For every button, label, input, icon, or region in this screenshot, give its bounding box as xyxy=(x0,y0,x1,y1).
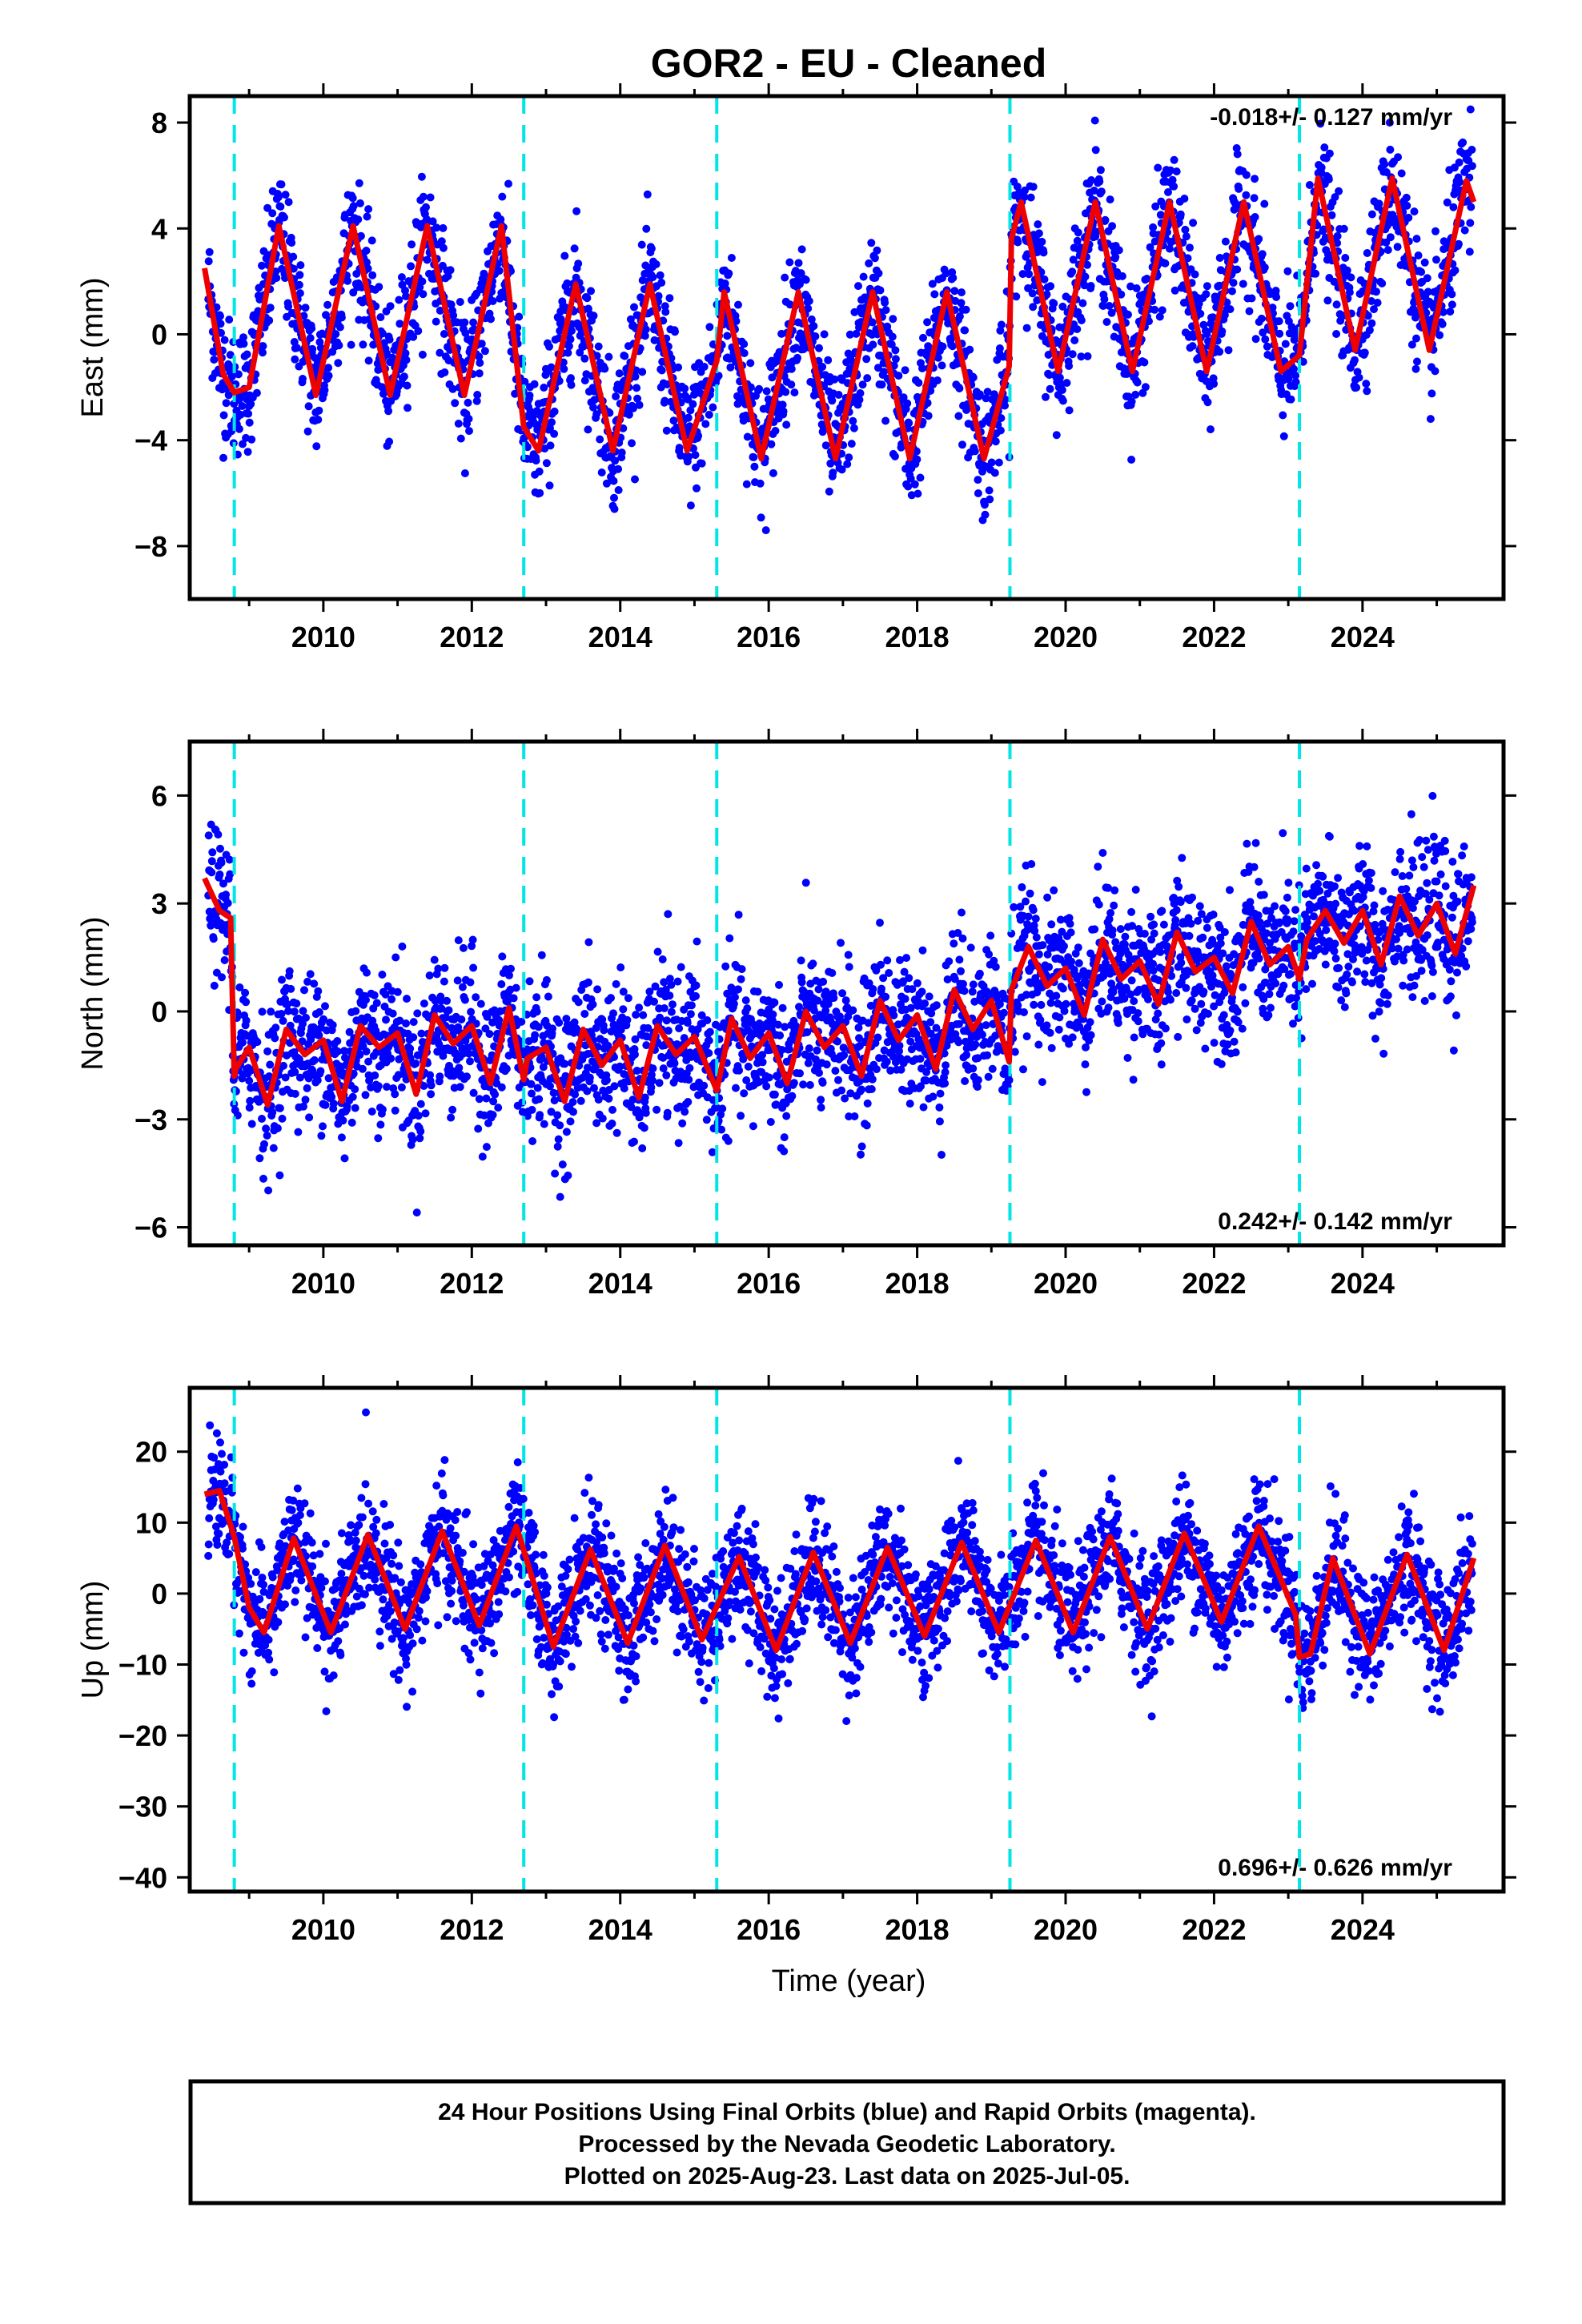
x-tick-label: 2010 xyxy=(291,621,355,653)
north-data-points xyxy=(204,791,1476,1217)
x-tick-label: 2018 xyxy=(885,621,950,653)
x-tick-label: 2020 xyxy=(1034,621,1098,653)
footer-box xyxy=(188,2079,1506,2205)
x-tick-label: 2020 xyxy=(1034,1913,1098,1946)
north-rate-label: 0.242+/- 0.142 mm/yr xyxy=(1218,1208,1452,1235)
x-tick-label: 2012 xyxy=(440,1913,504,1946)
y-tick-label: 0 xyxy=(151,318,167,351)
x-tick-label: 2016 xyxy=(737,621,801,653)
east-panel: 2010 2012 2014 2016 2018 2020 2022 2024−8−4048 … xyxy=(76,83,1516,653)
x-tick-label: 2010 xyxy=(291,1913,355,1946)
up-ticks: 2010 2012 2014 2016 2018 2020 2022 2024−40−30−2… xyxy=(118,1375,1516,1946)
chart-title: GOR2 - EU - Cleaned xyxy=(651,41,1047,86)
y-tick-label: −8 xyxy=(135,530,167,563)
north-panel: 2010 2012 2014 2016 2018 2020 2022 2024−6−3036 … xyxy=(76,729,1516,1300)
y-tick-label: −3 xyxy=(135,1104,167,1136)
y-tick-label: 3 xyxy=(151,887,167,920)
east-data-points xyxy=(204,105,1476,535)
x-tick-label: 2012 xyxy=(440,621,504,653)
x-tick-label: 2012 xyxy=(440,1267,504,1300)
footer-line-2: Processed by the Nevada Geodetic Laborat… xyxy=(578,2131,1115,2157)
y-tick-label: 20 xyxy=(135,1436,167,1469)
y-tick-label: −4 xyxy=(135,424,167,457)
y-tick-label: 10 xyxy=(135,1506,167,1539)
y-tick-label: −6 xyxy=(135,1212,167,1244)
x-tick-label: 2014 xyxy=(588,1913,652,1946)
footer-line-1: 24 Hour Positions Using Final Orbits (bl… xyxy=(438,2099,1256,2125)
y-tick-label: 4 xyxy=(151,212,167,245)
x-tick-label: 2014 xyxy=(588,1267,652,1300)
x-tick-label: 2022 xyxy=(1182,1913,1246,1946)
y-tick-label: 0 xyxy=(151,1578,167,1610)
east-model-line xyxy=(202,175,1477,462)
up-frame xyxy=(187,1385,1506,1894)
east-step-lines xyxy=(232,96,1302,599)
y-tick-label: 6 xyxy=(151,779,167,812)
up-panel: 2010 2012 2014 2016 2018 2020 2022 2024−40−30−2… xyxy=(76,1375,1516,1946)
x-tick-label: 2024 xyxy=(1331,621,1395,653)
x-tick-label: 2022 xyxy=(1182,1267,1246,1300)
up-step-lines xyxy=(232,1388,1302,1892)
x-tick-label: 2014 xyxy=(588,621,652,653)
y-tick-label: 8 xyxy=(151,107,167,139)
y-tick-label: −10 xyxy=(118,1649,167,1682)
x-tick-label: 2024 xyxy=(1331,1913,1395,1946)
y-tick-label: 0 xyxy=(151,995,167,1028)
east-ticks: 2010 2012 2014 2016 2018 2020 2022 2024 −8 −4 0 4 8 xyxy=(135,83,1516,653)
north-step-lines xyxy=(232,742,1302,1245)
east-frame xyxy=(187,94,1506,601)
up-points-cloud xyxy=(204,1408,1476,1726)
x-tick-label: 2022 xyxy=(1182,621,1246,653)
north-points-cloud xyxy=(204,791,1476,1217)
north-model-line xyxy=(202,877,1477,1108)
footer-line-3: Plotted on 2025-Aug-23. Last data on 202… xyxy=(564,2163,1130,2189)
north-y-label: North (mm) xyxy=(76,916,110,1070)
up-data-points xyxy=(204,1408,1476,1726)
east-y-label: East (mm) xyxy=(76,277,110,417)
x-tick-label: 2018 xyxy=(885,1913,950,1946)
up-y-label: Up (mm) xyxy=(76,1581,110,1699)
x-tick-label: 2018 xyxy=(885,1267,950,1300)
north-frame xyxy=(187,739,1506,1248)
up-model-line xyxy=(203,1488,1477,1661)
x-tick-label: 2016 xyxy=(737,1913,801,1946)
y-tick-label: −40 xyxy=(118,1861,167,1894)
x-tick-label: 2024 xyxy=(1331,1267,1395,1300)
x-tick-label: 2010 xyxy=(291,1267,355,1300)
north-ticks: 2010 2012 2014 2016 2018 2020 2022 2024 −6 −3 0 3 6 xyxy=(135,729,1516,1300)
y-tick-label: −20 xyxy=(118,1719,167,1752)
up-rate-label: 0.696+/- 0.626 mm/yr xyxy=(1218,1855,1452,1881)
east-rate-label: -0.018+/- 0.127 mm/yr xyxy=(1210,104,1452,131)
east-points-cloud xyxy=(204,105,1476,535)
x-axis-label: Time (year) xyxy=(772,1964,926,1998)
x-tick-label: 2016 xyxy=(737,1267,801,1300)
x-tick-label: 2020 xyxy=(1034,1267,1098,1300)
y-tick-label: −30 xyxy=(118,1791,167,1823)
